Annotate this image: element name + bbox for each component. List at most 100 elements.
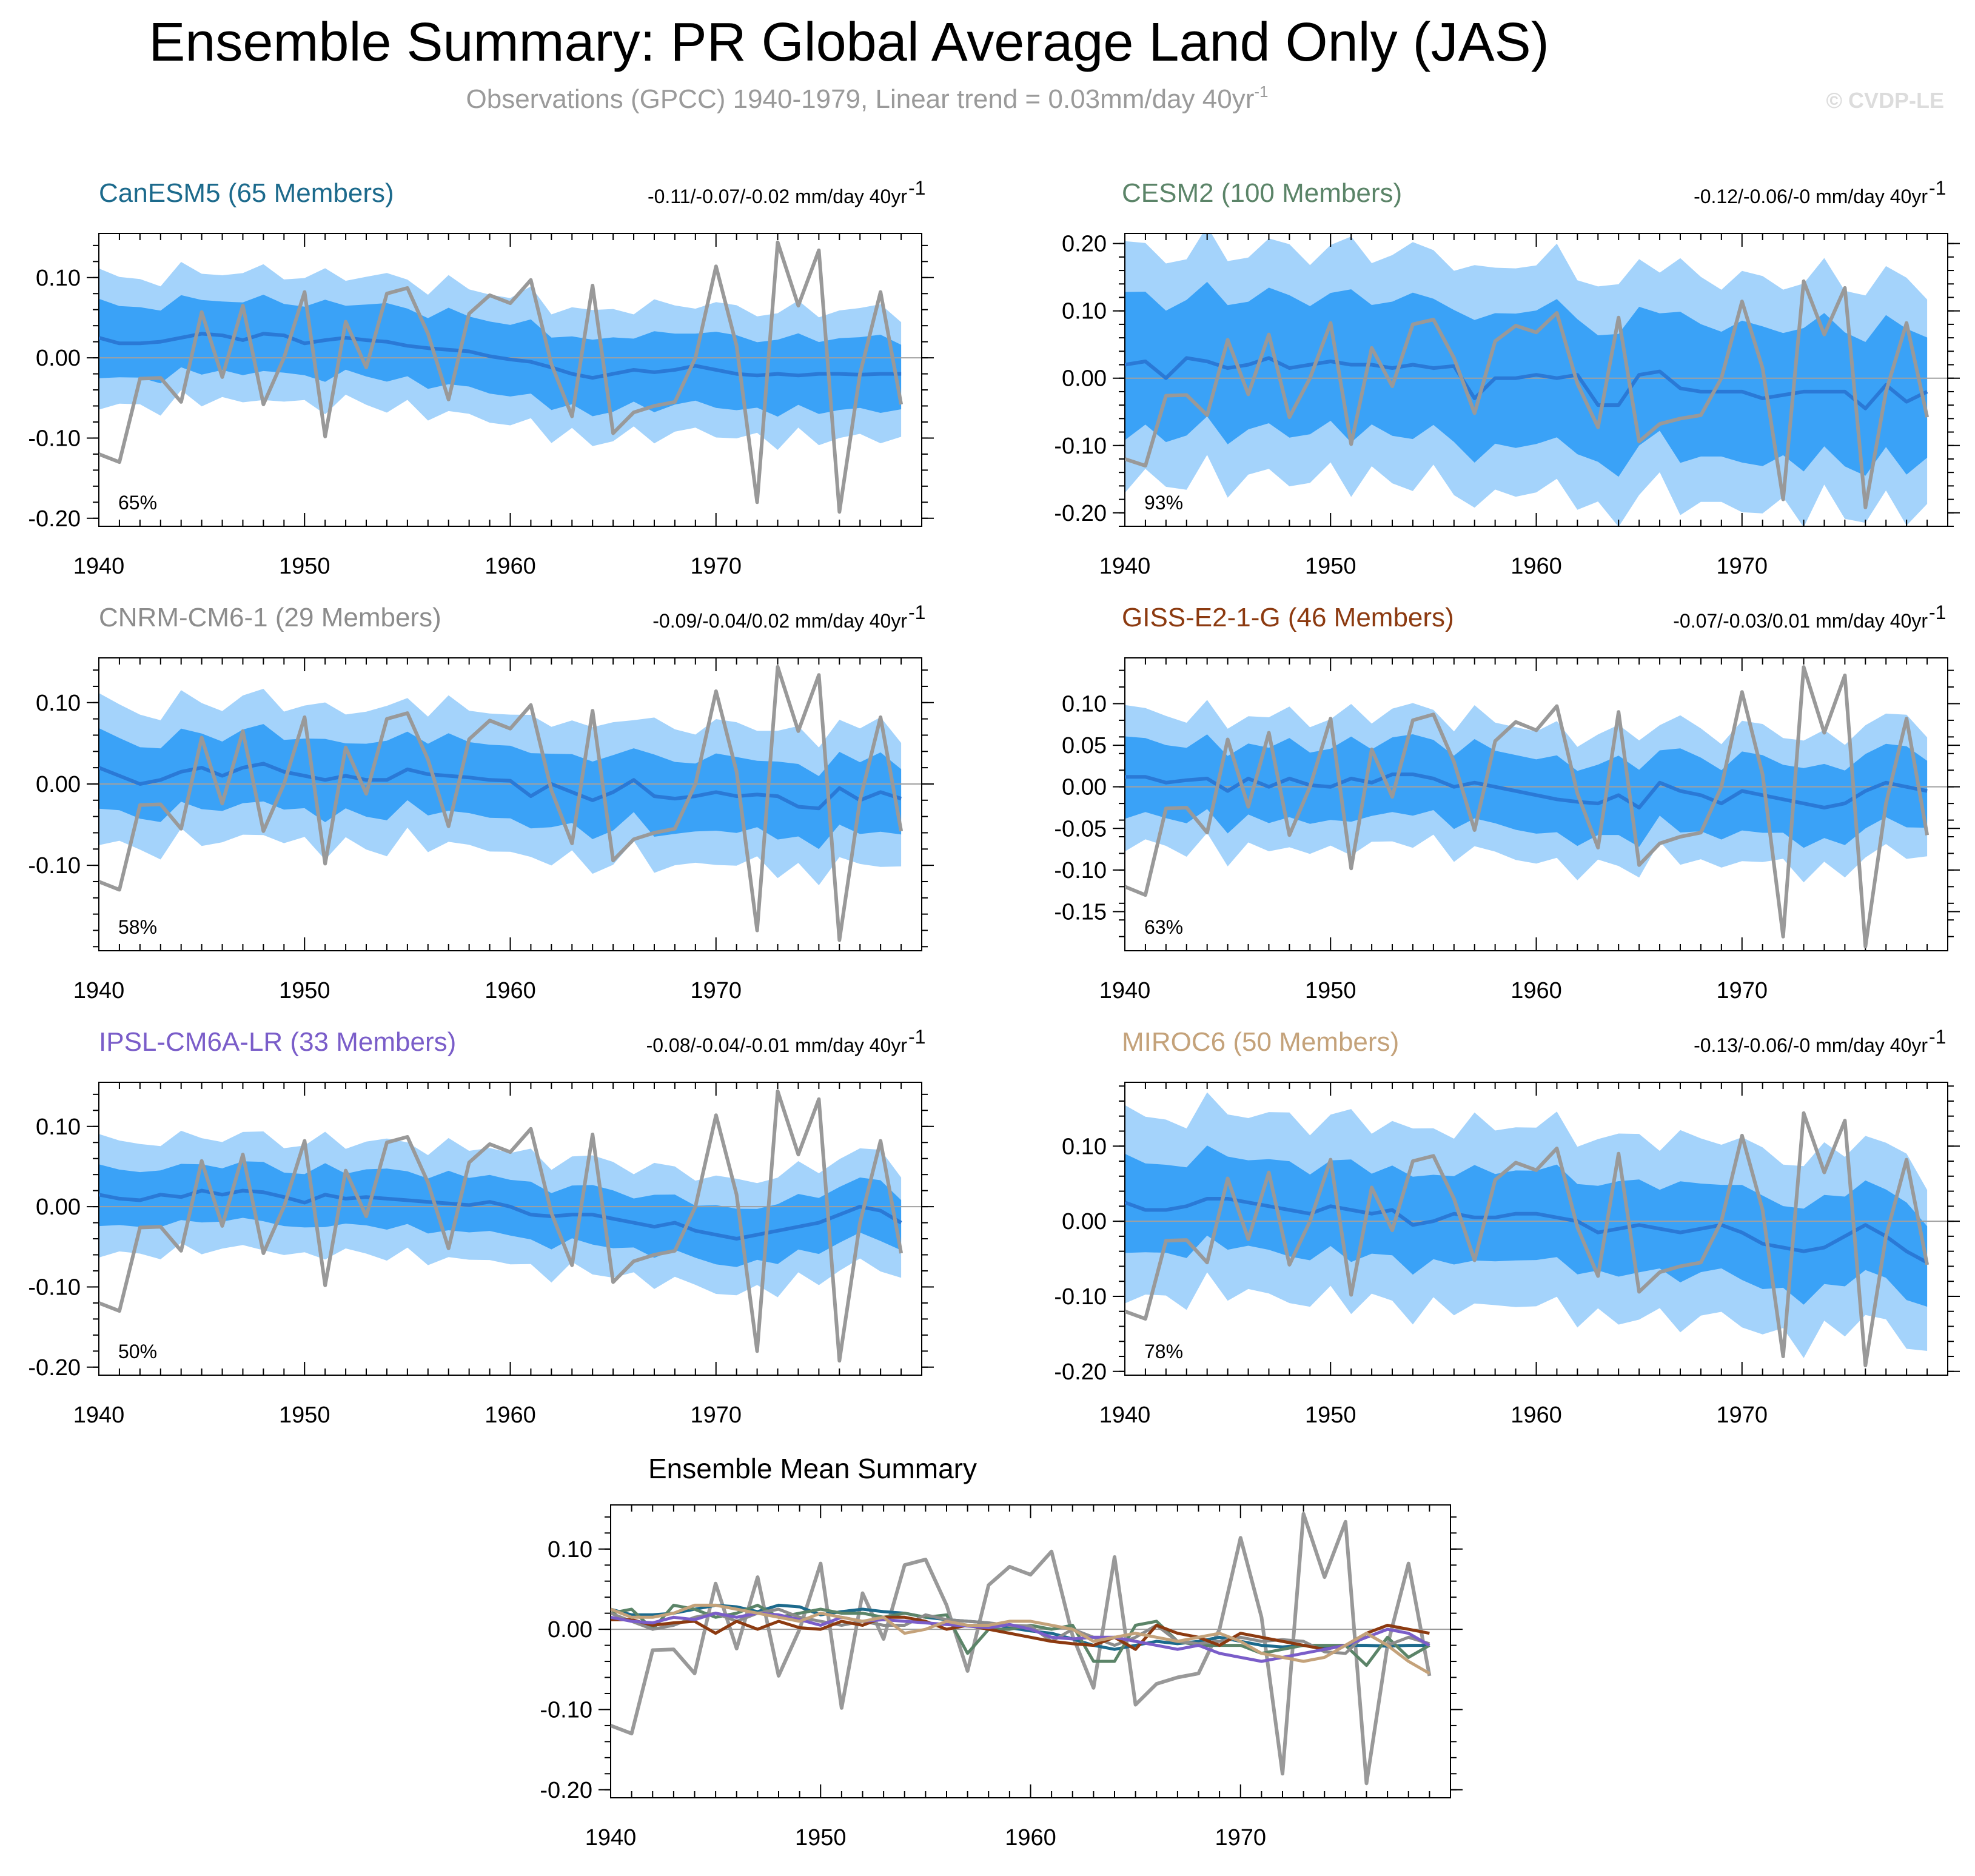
panel-canesm5-ytick-label: 0.00 <box>36 346 81 371</box>
panel-giss-e2-1-g-trend-text: -0.07/-0.03/0.01 mm/day 40yr <box>1673 610 1928 632</box>
panel-ipsl-cm6a-lr-xtick-label: 1960 <box>485 1402 536 1428</box>
panel-cesm2-members: ( <box>1214 178 1230 208</box>
summary-ytick-label: 0.00 <box>548 1617 592 1643</box>
panel-miroc6-members-count: 50 Members <box>1242 1027 1390 1057</box>
panel-giss-e2-1-g-observations-line <box>1125 665 1930 949</box>
panel-giss-e2-1-g-xtick-label: 1960 <box>1511 978 1562 1003</box>
panel-miroc6-lines <box>1125 1111 1930 1367</box>
panel-miroc6-marks <box>1125 1092 1928 1358</box>
panel-canesm5-ytick-label: -0.10 <box>28 426 81 451</box>
summary-xtick-label: 1940 <box>585 1825 637 1851</box>
panel-ipsl-cm6a-lr-trend: -0.08/-0.04/-0.01 mm/day 40yr <box>646 1034 908 1056</box>
panel-giss-e2-1-g-marks <box>1125 700 1928 883</box>
summary-xtick-label: 1970 <box>1215 1825 1266 1851</box>
panel-cnrm-cm6-1-members: ( <box>268 603 284 632</box>
panel-cesm2-trend: -0.12/-0.06/-0 mm/day 40yr <box>1694 186 1928 207</box>
panel-ipsl-cm6a-lr-ytick-label: -0.20 <box>28 1355 81 1381</box>
summary-title: Ensemble Mean Summary <box>648 1453 977 1484</box>
panel-cesm2-xtick-label: 1970 <box>1716 554 1768 579</box>
panel-cnrm-cm6-1-lines <box>99 665 904 942</box>
panel-ipsl-cm6a-lr-marks <box>99 1130 902 1298</box>
panel-cesm2-xtick-label: 1950 <box>1305 554 1356 579</box>
panel-cesm2-trend-sup: -1 <box>1929 177 1946 199</box>
summary-lines <box>611 1512 1432 1786</box>
panel-cnrm-cm6-1-title: CNRM-CM6-1 (29 Members) <box>99 603 441 632</box>
summary-ipsl-cm6a-lr-line <box>611 1612 1430 1663</box>
panel-giss-e2-1-g-xtick-label: 1970 <box>1716 978 1768 1003</box>
panel-cesm2-model-name: CESM2 <box>1122 178 1214 208</box>
panel-canesm5: 1940 1950 1960 1970 0.10 0.00 -0.10 -0.20 CanESM… <box>28 177 934 579</box>
panel-canesm5-trend-sup: -1 <box>908 177 925 199</box>
panel-miroc6-xtick-label: 1940 <box>1099 1402 1151 1428</box>
panel-giss-e2-1-g-members-count: 46 Members <box>1297 603 1446 632</box>
panel-cnrm-cm6-1-xtick-label: 1940 <box>73 978 125 1003</box>
panel-giss-e2-1-g-xtick-label: 1940 <box>1099 978 1151 1003</box>
panel-miroc6-ytick-label: 0.10 <box>1062 1134 1107 1159</box>
panel-miroc6-ytick-label: 0.00 <box>1062 1209 1107 1234</box>
panel-giss-e2-1-g-percent: 63% <box>1144 916 1183 938</box>
panel-ipsl-cm6a-lr-inner-band <box>99 1161 902 1267</box>
panel-cesm2-members-close: ) <box>1393 178 1403 208</box>
panel-giss-e2-1-g-ytick-label: 0.10 <box>1062 691 1107 717</box>
panel-cnrm-cm6-1-trend-text: -0.09/-0.04/0.02 mm/day 40yr <box>652 610 907 632</box>
panel-cnrm-cm6-1-xtick-label: 1960 <box>485 978 536 1003</box>
panel-cesm2-ytick-label: 0.20 <box>1062 232 1107 257</box>
panel-ipsl-cm6a-lr-ytick-label: 0.10 <box>36 1114 81 1140</box>
summary-giss-e2-1-g-line <box>611 1615 1430 1651</box>
summary-panel: 1940 1950 1960 1970 0.10 0.00 -0.10 -0.20 <box>540 1504 1463 1851</box>
panel-cesm2: 1940 1950 1960 1970 0.20 0.10 0.00 -0.10 -0.20 CE… <box>1054 177 1960 579</box>
panel-canesm5-observations-line <box>99 240 904 514</box>
panel-canesm5-xtick-label: 1950 <box>279 554 330 579</box>
figure-title: Ensemble Summary: PR Global Average Land… <box>149 12 1549 73</box>
summary-ytick-label: -0.20 <box>540 1778 592 1803</box>
panel-canesm5-trend: -0.11/-0.07/-0.02 mm/day 40yr <box>648 186 907 207</box>
panel-miroc6: 1940 1950 1960 1970 0.10 0.00 -0.10 -0.20 MIROC6… <box>1054 1026 1960 1428</box>
panel-ipsl-cm6a-lr-ytick-label: -0.10 <box>28 1275 81 1300</box>
panel-canesm5-members: ( <box>221 178 237 208</box>
panel-cnrm-cm6-1-observations-line <box>99 665 904 942</box>
panel-cnrm-cm6-1: 1940 1950 1960 1970 0.10 0.00 -0.10 CNRM-CM6-1 … <box>28 601 934 1003</box>
panel-cnrm-cm6-1-percent: 58% <box>118 916 157 938</box>
panel-cnrm-cm6-1-model-name: CNRM-CM6-1 <box>99 603 268 632</box>
panel-ipsl-cm6a-lr-lines <box>99 1089 904 1363</box>
panel-giss-e2-1-g-ytick-label: -0.10 <box>1054 858 1107 883</box>
panel-giss-e2-1-g-members: ( <box>1281 603 1297 632</box>
panel-canesm5-ytick-label: -0.20 <box>28 506 81 532</box>
panel-cesm2-xtick-label: 1940 <box>1099 554 1151 579</box>
figure-subtitle-sup: -1 <box>1254 82 1268 101</box>
summary-ytick-label: 0.10 <box>548 1537 592 1563</box>
panel-miroc6-ytick-label: -0.10 <box>1054 1284 1107 1310</box>
panel-cesm2-lines <box>1125 279 1930 509</box>
panel-giss-e2-1-g-lines <box>1125 665 1930 949</box>
panel-miroc6-members: ( <box>1226 1027 1242 1057</box>
panel-canesm5-percent: 65% <box>118 492 157 514</box>
panel-miroc6-inner-band <box>1125 1145 1928 1307</box>
panel-miroc6-trend-sup: -1 <box>1929 1026 1946 1048</box>
panel-miroc6-trend: -0.13/-0.06/-0 mm/day 40yr <box>1694 1034 1928 1056</box>
panel-ipsl-cm6a-lr-members: ( <box>283 1027 299 1057</box>
panel-canesm5-xtick-label: 1960 <box>485 554 536 579</box>
panel-giss-e2-1-g-ytick-label: -0.05 <box>1054 816 1107 842</box>
figure-subtitle-text: Observations (GPCC) 1940-1979, Linear tr… <box>466 84 1255 114</box>
panel-cesm2-ytick-label: 0.00 <box>1062 366 1107 392</box>
panel-giss-e2-1-g: 1940 1950 1960 1970 0.10 0.05 0.00 -0.05 -0.10 -0… <box>1054 601 1960 1003</box>
panel-canesm5-xtick-label: 1940 <box>73 554 125 579</box>
panel-cesm2-percent: 93% <box>1144 492 1183 514</box>
panel-canesm5-model-name: CanESM5 <box>99 178 221 208</box>
panel-canesm5-lines <box>99 240 904 514</box>
summary-ytick-label: -0.10 <box>540 1697 592 1723</box>
panel-miroc6-xtick-label: 1950 <box>1305 1402 1356 1428</box>
panel-miroc6-percent: 78% <box>1144 1341 1183 1362</box>
panel-giss-e2-1-g-title: GISS-E2-1-G (46 Members) <box>1122 603 1454 632</box>
panel-canesm5-xtick-label: 1970 <box>690 554 742 579</box>
panel-miroc6-observations-line <box>1125 1111 1930 1367</box>
panel-cnrm-cm6-1-xtick-label: 1970 <box>690 978 742 1003</box>
figure-subtitle: Observations (GPCC) 1940-1979, Linear tr… <box>466 82 1269 114</box>
panel-canesm5-trend-text: -0.11/-0.07/-0.02 mm/day 40yr <box>648 186 907 207</box>
panel-giss-e2-1-g-model-name: GISS-E2-1-G <box>1122 603 1281 632</box>
panel-ipsl-cm6a-lr-model-name: IPSL-CM6A-LR <box>99 1027 283 1057</box>
panel-canesm5-inner-band <box>99 295 902 417</box>
panel-cesm2-title: CESM2 (100 Members) <box>1122 178 1402 208</box>
panel-miroc6-xtick-label: 1970 <box>1716 1402 1768 1428</box>
